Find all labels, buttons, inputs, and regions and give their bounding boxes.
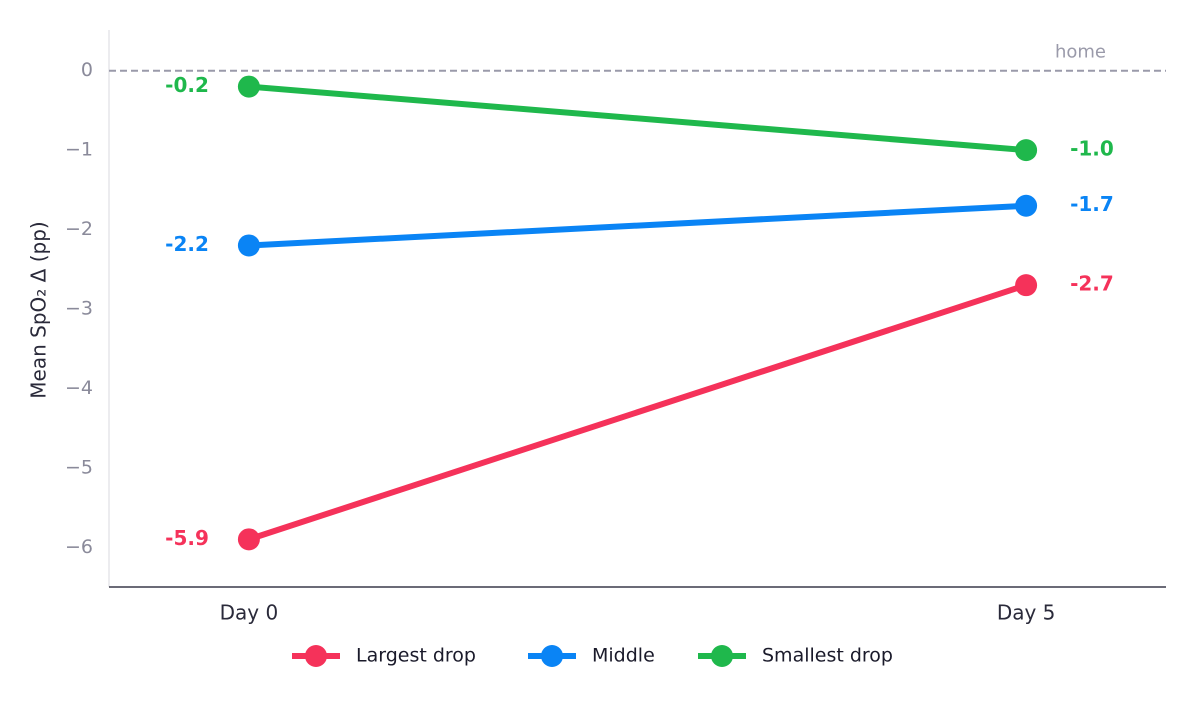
point [237, 75, 260, 98]
legend-marker [711, 645, 733, 667]
y-tick-label: 0 [81, 59, 93, 81]
y-tick-label: −5 [65, 456, 93, 478]
value-label: -1.7 [1070, 192, 1114, 216]
y-tick-label: −1 [65, 139, 93, 161]
point [237, 528, 260, 551]
value-label: -5.9 [165, 526, 209, 550]
value-label: -2.7 [1070, 272, 1114, 296]
series-line [247, 282, 1028, 543]
value-label: -1.0 [1070, 137, 1114, 161]
point [237, 234, 260, 257]
x-tick-label: Day 0 [220, 601, 279, 625]
y-tick-label: −6 [65, 536, 93, 558]
series-line [248, 202, 1027, 249]
value-label: -0.2 [165, 73, 209, 97]
legend-marker [541, 645, 563, 667]
series-line [248, 83, 1027, 154]
point [1015, 274, 1038, 297]
x-tick-label: Day 5 [997, 601, 1056, 625]
legend-marker [305, 645, 327, 667]
legend-label: Middle [592, 645, 655, 667]
y-axis-label: Mean SpO₂ Δ (pp) [27, 221, 51, 398]
y-tick-label: −4 [65, 377, 93, 399]
y-tick-label: −3 [65, 298, 93, 320]
reference-label: home [1055, 42, 1106, 63]
point [1015, 139, 1038, 162]
legend-label: Largest drop [356, 645, 476, 667]
legend-label: Smallest drop [762, 645, 893, 667]
point [1015, 194, 1038, 217]
y-tick-label: −2 [65, 218, 93, 240]
value-label: -2.2 [165, 232, 209, 256]
